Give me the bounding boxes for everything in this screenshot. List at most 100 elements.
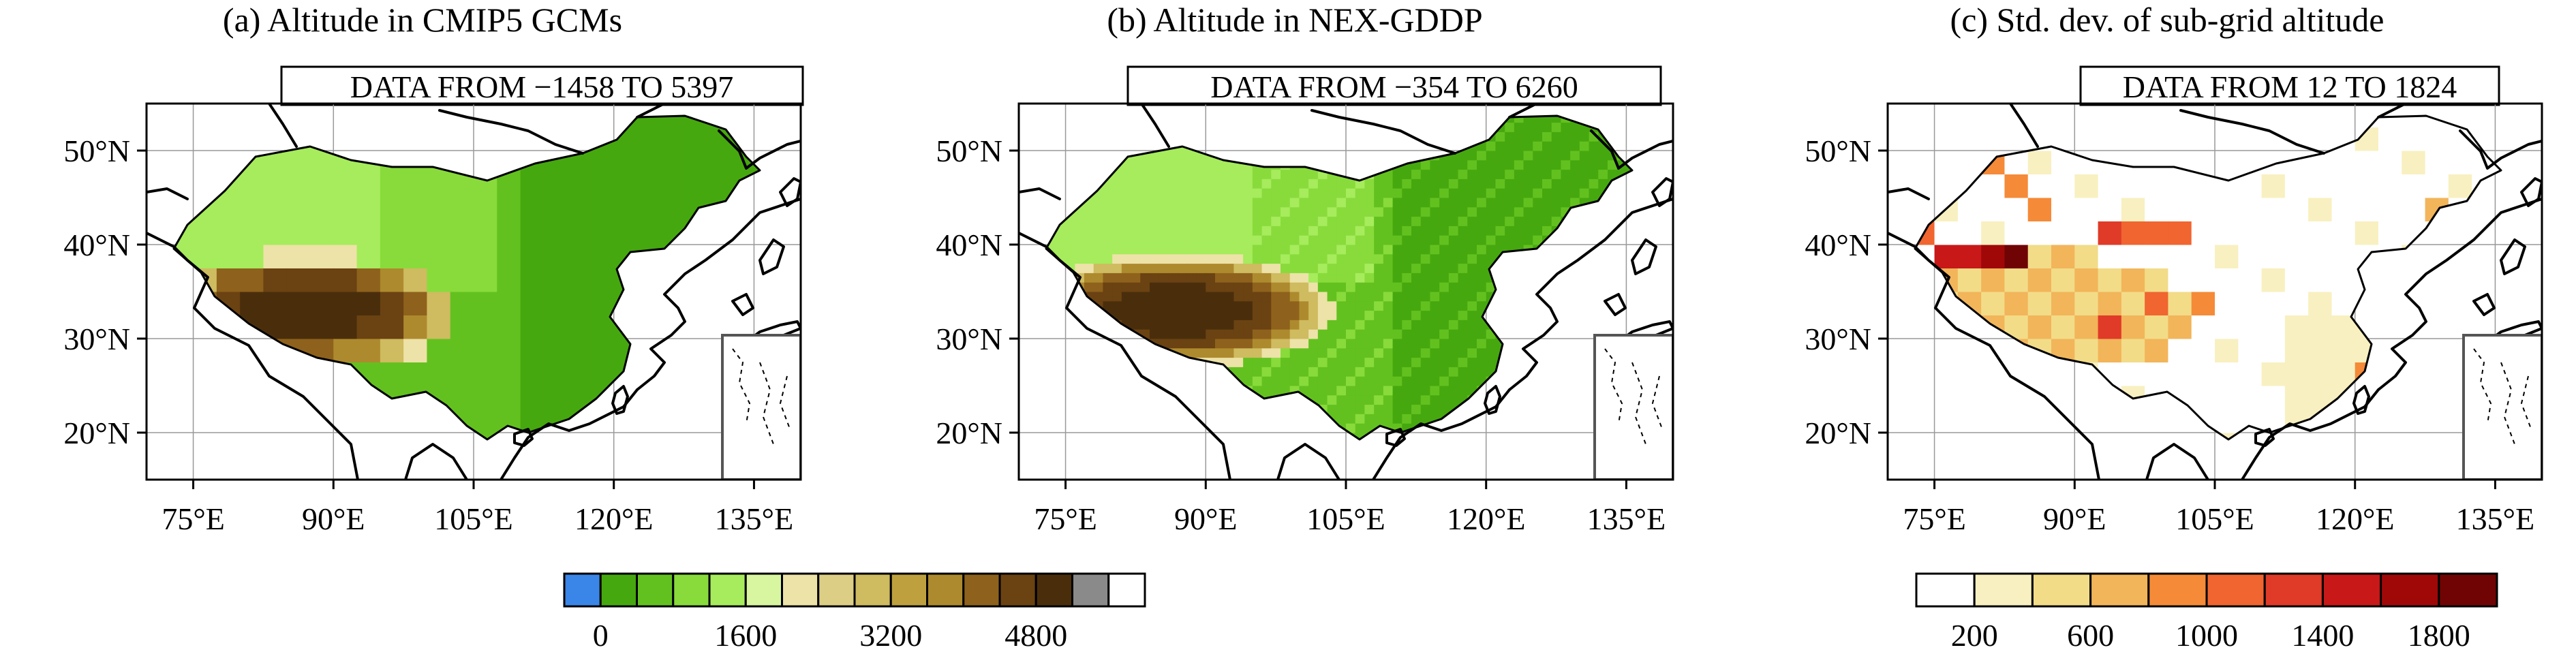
- grid-cell: [2027, 292, 2052, 315]
- grid-cell: [1046, 386, 1047, 396]
- grid-cell: [1317, 235, 1328, 245]
- grid-cell: [1645, 226, 1655, 235]
- grid-cell: [1957, 116, 1982, 127]
- grid-cell: [2472, 116, 2496, 127]
- grid-cell: [1215, 386, 1225, 396]
- grid-cell: [1084, 310, 1094, 320]
- grid-cell: [1327, 433, 1337, 439]
- grid-cell: [2331, 221, 2356, 245]
- grid-cell: [2191, 315, 2215, 339]
- grid-cell: [1233, 282, 1244, 292]
- colorbar-swatch: [599, 572, 638, 608]
- grid-cell: [1168, 339, 1178, 349]
- grid-cell: [1131, 235, 1141, 245]
- grid-cell: [1281, 253, 1291, 264]
- grid-cell: [1505, 452, 1514, 461]
- grid-cell: [1084, 300, 1094, 311]
- grid-cell: [1663, 207, 1673, 217]
- grid-cell: [286, 245, 311, 268]
- grid-cell: [1551, 376, 1561, 386]
- grid-cell: [2191, 339, 2215, 362]
- grid-cell: [1626, 310, 1632, 320]
- colorbar-tick-label: 4800: [1005, 618, 1067, 652]
- grid-cell: [1271, 273, 1281, 283]
- grid-cell: [1289, 263, 1300, 273]
- grid-cell: [2051, 116, 2075, 127]
- grid-cell: [1495, 470, 1505, 480]
- grid-cell: [1626, 235, 1632, 245]
- grid-cell: [1542, 423, 1552, 433]
- grid-cell: [2331, 116, 2356, 127]
- grid-cell: [1019, 423, 1028, 433]
- grid-cell: [2121, 116, 2145, 127]
- grid-cell: [1140, 122, 1150, 132]
- grid-cell: [1523, 433, 1533, 439]
- grid-cell: [1075, 141, 1085, 151]
- grid-cell: [2121, 315, 2145, 339]
- grid-cell: [403, 198, 427, 221]
- grid-cell: [1533, 141, 1543, 151]
- grid-cell: [1374, 226, 1384, 236]
- grid-cell: [1888, 409, 1912, 433]
- grid-cell: [1570, 357, 1580, 367]
- grid-cell: [1243, 169, 1253, 179]
- grid-cell: [1196, 367, 1206, 377]
- grid-cell: [1514, 310, 1524, 320]
- grid-cell: [1402, 339, 1412, 349]
- grid-cell: [286, 198, 311, 221]
- map-ticks: 75°E 90°E 105°E 120°E 135°E50°N40°N30°N20°N: [1805, 134, 2534, 536]
- grid-cell: [1542, 442, 1552, 452]
- grid-cell: [1028, 292, 1038, 301]
- grid-cell: [1430, 461, 1439, 470]
- grid-cell: [2145, 315, 2168, 339]
- grid-cell: [1271, 131, 1281, 142]
- grid-cell: [1047, 376, 1057, 386]
- data-range-label: DATA FROM 12 TO 1824: [2123, 69, 2457, 104]
- grid-cell: [1233, 394, 1244, 405]
- grid-cell: [263, 339, 288, 362]
- grid-cell: [1037, 104, 1047, 113]
- grid-cell: [1281, 235, 1291, 245]
- grid-cell: [1047, 461, 1056, 470]
- grid-cell: [1888, 198, 1912, 221]
- grid-cell: [2284, 116, 2309, 127]
- grid-cell: [590, 221, 615, 245]
- grid-cell: [1131, 320, 1141, 330]
- grid-cell: [1224, 178, 1234, 189]
- grid-cell: [1533, 188, 1543, 198]
- grid-cell: [1336, 198, 1347, 208]
- grid-cell: [1392, 245, 1402, 255]
- grid-cell: [2051, 198, 2075, 221]
- grid-cell: [1486, 198, 1496, 208]
- grid-cell: [333, 315, 358, 339]
- grid-cell: [2191, 151, 2215, 174]
- grid-cell: [1346, 339, 1356, 349]
- grid-cell: [1121, 245, 1132, 255]
- grid-cell: [1308, 198, 1319, 208]
- grid-cell: [754, 127, 760, 151]
- island-outline: [611, 385, 629, 415]
- grid-cell: [1402, 442, 1411, 452]
- grid-cell: [1533, 226, 1543, 236]
- grid-cell: [310, 268, 334, 292]
- grid-cell: [1458, 376, 1468, 386]
- grid-cell: [1448, 198, 1459, 208]
- grid-cell: [1299, 141, 1309, 151]
- grid-cell: [590, 292, 615, 315]
- grid-cell: [1047, 329, 1057, 339]
- grid-cell: [1131, 347, 1141, 358]
- grid-cell: [1094, 452, 1103, 461]
- grid-cell: [1579, 178, 1590, 189]
- grid-cell: [2074, 386, 2099, 409]
- grid-cell: [684, 174, 708, 198]
- grid-cell: [1168, 414, 1178, 424]
- grid-cell: [1178, 273, 1188, 283]
- grid-cell: [1168, 357, 1178, 367]
- grid-cell: [1655, 292, 1664, 301]
- grid-cell: [1439, 169, 1450, 179]
- grid-cell: [1243, 423, 1253, 433]
- grid-cell: [1346, 357, 1356, 367]
- grid-cell: [1561, 159, 1571, 170]
- grid-cell: [1355, 320, 1365, 330]
- grid-cell: [1150, 310, 1160, 320]
